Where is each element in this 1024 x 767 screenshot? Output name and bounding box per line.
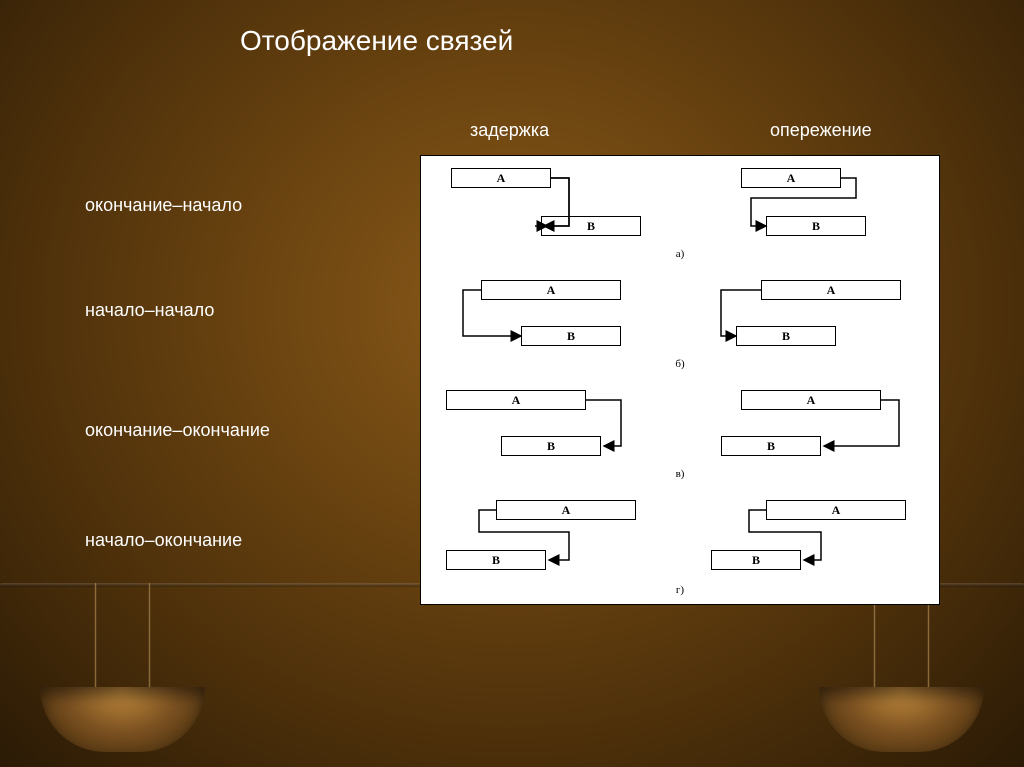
row-label-finish-start: окончание–начало (85, 195, 242, 216)
box-b: B (766, 216, 866, 236)
box-a: A (446, 390, 586, 410)
cell-ff-lead: A B (681, 378, 941, 478)
sub-label-c: в) (676, 468, 685, 480)
box-a: A (766, 500, 906, 520)
row-label-start-finish: начало–окончание (85, 530, 242, 551)
box-b: B (721, 436, 821, 456)
box-a: A (741, 168, 841, 188)
row-label-finish-finish: окончание–окончание (85, 420, 270, 441)
cell-ss-delay: A B (421, 268, 681, 368)
column-header-lead: опережение (770, 120, 872, 141)
cell-ff-delay: A B (421, 378, 681, 478)
sub-label-d: г) (676, 584, 684, 596)
cell-sf-delay: A B (421, 488, 681, 588)
row-label-start-start: начало–начало (85, 300, 214, 321)
cell-ss-lead: A B (681, 268, 941, 368)
scale-pan-right (819, 687, 984, 752)
cell-fs-delay: A B (421, 156, 681, 256)
box-b: B (736, 326, 836, 346)
box-a: A (481, 280, 621, 300)
box-b: B (501, 436, 601, 456)
box-a: A (761, 280, 901, 300)
cell-fs-lead: A B (681, 156, 941, 256)
scale-chain (94, 583, 97, 691)
slide-title: Отображение связей (240, 25, 513, 57)
scale-pan-left (40, 687, 205, 752)
diagram-panel: A B A B а) A B A B б) (420, 155, 940, 605)
box-a: A (496, 500, 636, 520)
scale-chain (148, 583, 151, 691)
box-b: B (521, 326, 621, 346)
box-b: B (711, 550, 801, 570)
box-a: A (451, 168, 551, 188)
sub-label-b: б) (675, 358, 684, 370)
box-b: B (446, 550, 546, 570)
column-header-delay: задержка (470, 120, 549, 141)
sub-label-a: а) (676, 248, 685, 260)
cell-sf-lead: A B (681, 488, 941, 588)
box-a: A (741, 390, 881, 410)
box-b: B (541, 216, 641, 236)
